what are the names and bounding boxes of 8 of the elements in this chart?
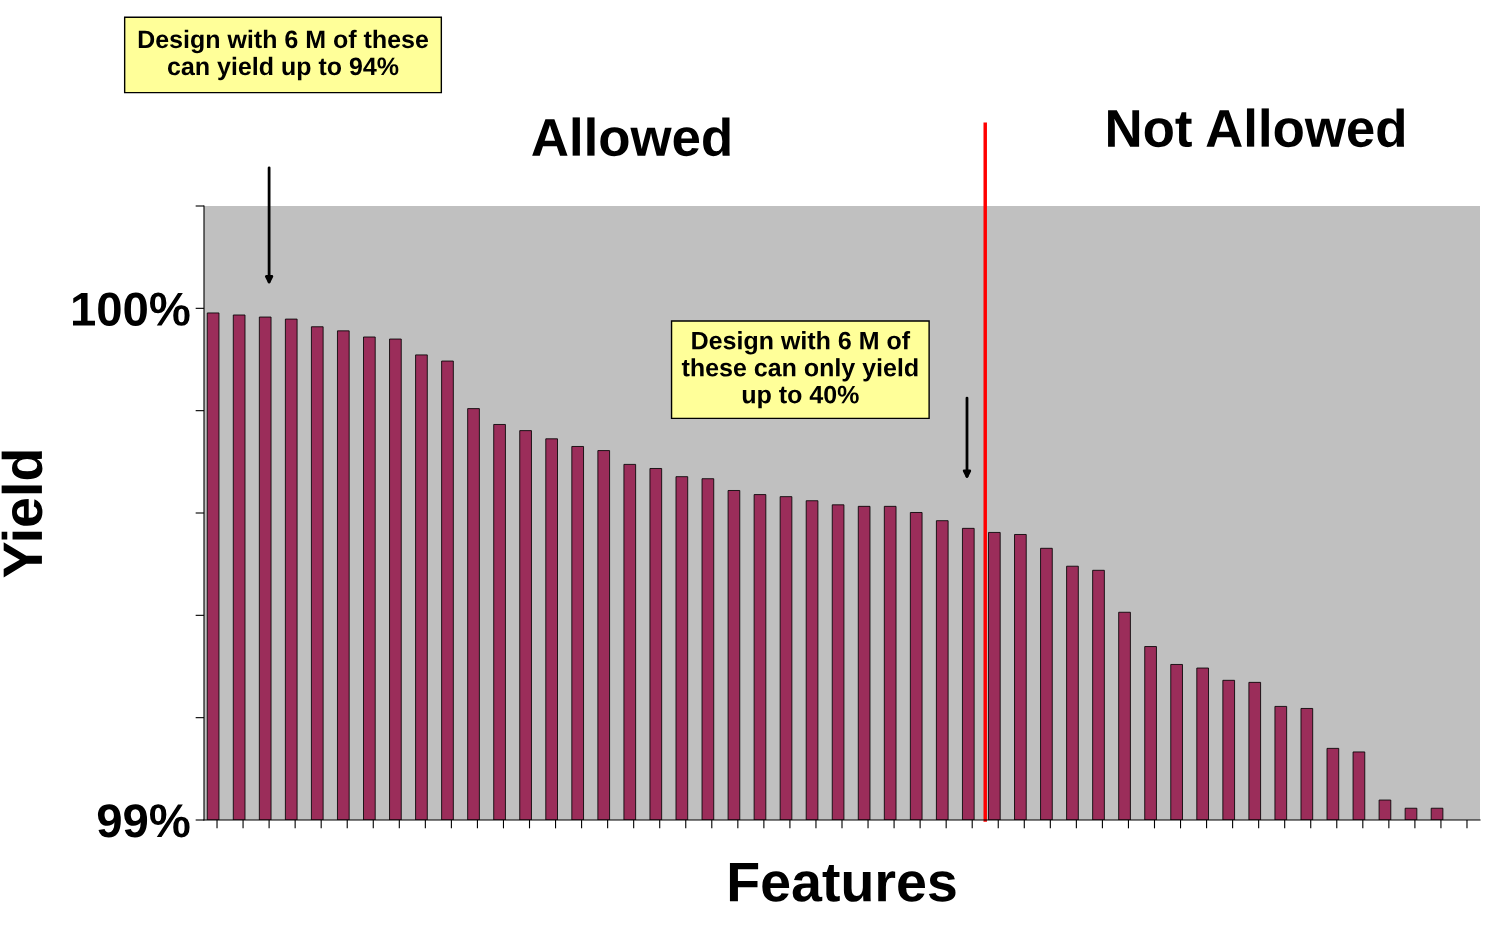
y-axis-title: Yield xyxy=(1,451,43,578)
text: Allowed xyxy=(532,117,730,157)
text: Not Allowed xyxy=(1108,108,1404,148)
annotation: Design with 6 M of these can only yield up to 40% xyxy=(681,331,918,409)
x-axis-title: Features xyxy=(729,863,956,902)
text: Design with 6 M of these can yield up to 94% xyxy=(138,29,429,81)
y-tick-label: 100% xyxy=(73,292,190,326)
y-tick-label: 99% xyxy=(97,804,190,838)
